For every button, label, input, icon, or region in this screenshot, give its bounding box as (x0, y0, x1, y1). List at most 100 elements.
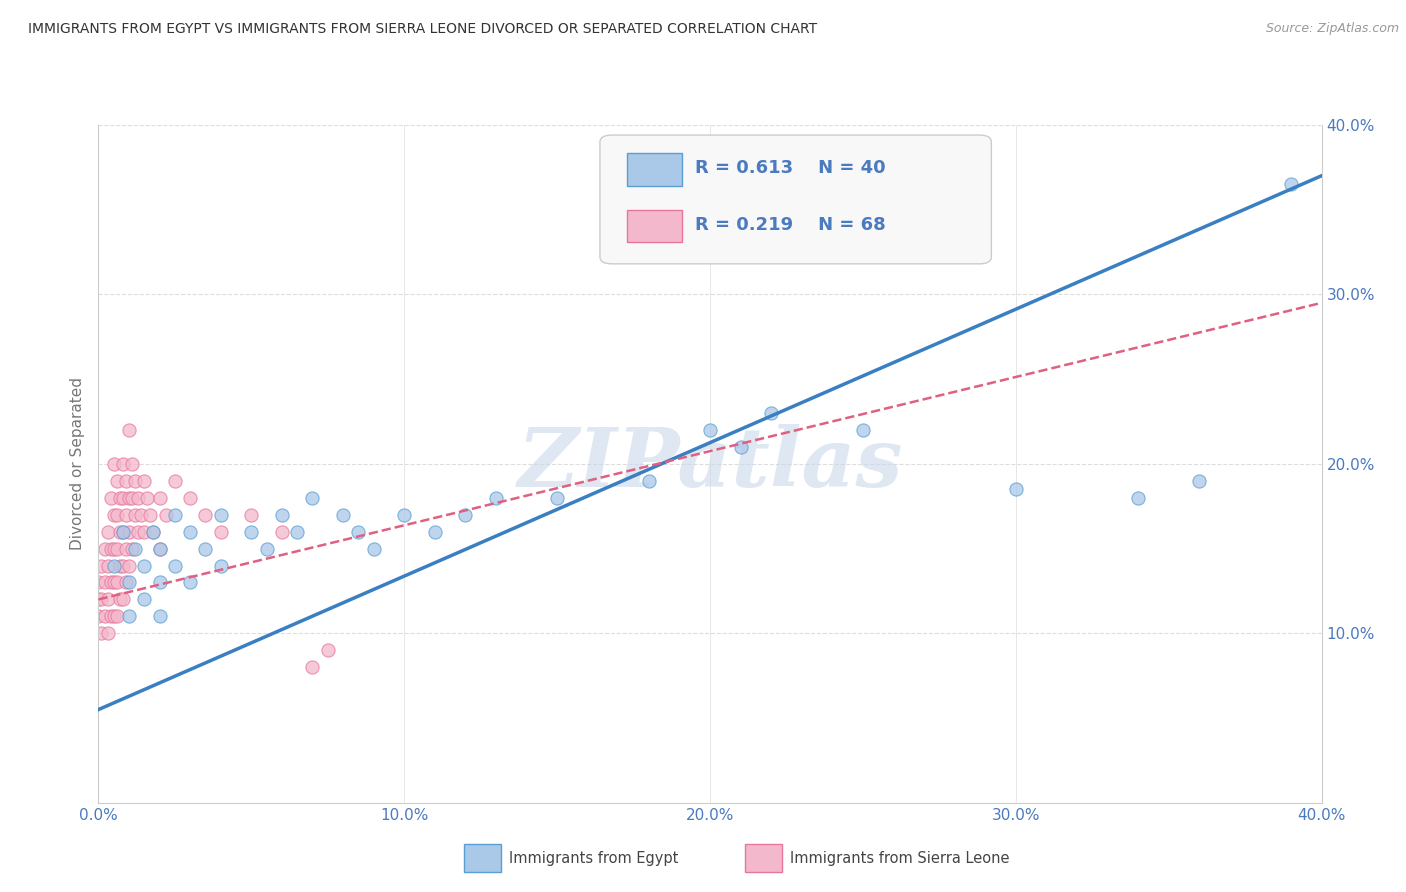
Point (103, 575, 125, 590)
Point (97, 592, 120, 607)
Point (316, 643, 339, 657)
Text: R = 0.219    N = 68: R = 0.219 N = 68 (696, 216, 886, 234)
Point (347, 524, 370, 539)
Point (97, 524, 120, 539)
Point (90, 558, 112, 573)
Point (127, 524, 149, 539)
Point (129, 508, 152, 522)
Point (134, 474, 156, 488)
Point (121, 457, 143, 471)
Point (142, 524, 165, 539)
Point (87, 575, 110, 590)
Point (103, 541, 125, 556)
Point (423, 524, 446, 539)
Point (124, 508, 146, 522)
Point (142, 524, 165, 539)
Point (1128, 491, 1150, 505)
Point (209, 508, 232, 522)
Point (240, 524, 263, 539)
FancyBboxPatch shape (600, 135, 991, 264)
Point (194, 508, 217, 522)
Point (270, 524, 292, 539)
Point (179, 524, 201, 539)
Point (392, 508, 416, 522)
Point (194, 541, 217, 556)
Y-axis label: Divorced or Separated: Divorced or Separated (69, 377, 84, 550)
Point (93, 541, 115, 556)
Point (1279, 177, 1302, 192)
Point (149, 491, 172, 505)
Point (105, 609, 128, 624)
Point (240, 508, 263, 522)
Point (118, 491, 141, 505)
Point (108, 558, 131, 573)
Text: Immigrants from Egypt: Immigrants from Egypt (509, 851, 678, 865)
Point (111, 592, 134, 607)
Point (139, 508, 162, 522)
Point (87, 609, 110, 624)
Point (454, 508, 477, 522)
Point (111, 524, 134, 539)
Point (111, 558, 134, 573)
Point (93, 575, 115, 590)
Point (149, 541, 172, 556)
Point (108, 524, 131, 539)
Point (127, 491, 149, 505)
FancyBboxPatch shape (627, 210, 682, 242)
Point (118, 575, 141, 590)
Point (100, 541, 122, 556)
Point (134, 524, 156, 539)
Point (759, 406, 782, 420)
Point (136, 491, 159, 505)
Point (209, 558, 232, 573)
Point (115, 575, 138, 590)
Point (105, 541, 128, 556)
Point (485, 491, 508, 505)
Point (121, 541, 143, 556)
Text: Immigrants from Sierra Leone: Immigrants from Sierra Leone (790, 851, 1010, 865)
Point (108, 491, 131, 505)
Point (108, 592, 131, 607)
Point (93, 609, 115, 624)
Point (163, 558, 186, 573)
Point (332, 508, 354, 522)
Point (163, 474, 186, 488)
Point (103, 558, 125, 573)
Point (103, 508, 125, 522)
Text: ZIPatlas: ZIPatlas (517, 424, 903, 504)
Point (103, 457, 125, 471)
Text: R = 0.613    N = 40: R = 0.613 N = 40 (696, 159, 886, 177)
Point (546, 491, 568, 505)
Point (100, 609, 122, 624)
Point (97, 558, 120, 573)
Point (118, 558, 141, 573)
Point (363, 541, 385, 556)
Point (118, 609, 141, 624)
Point (105, 575, 128, 590)
Point (285, 524, 308, 539)
Point (111, 524, 134, 539)
Point (121, 491, 143, 505)
Point (105, 508, 128, 522)
Point (134, 558, 156, 573)
Point (852, 423, 875, 437)
Point (209, 524, 232, 539)
Point (105, 474, 128, 488)
Text: IMMIGRANTS FROM EGYPT VS IMMIGRANTS FROM SIERRA LEONE DIVORCED OR SEPARATED CORR: IMMIGRANTS FROM EGYPT VS IMMIGRANTS FROM… (28, 22, 817, 37)
Point (115, 541, 138, 556)
Point (1188, 474, 1211, 488)
Point (100, 491, 122, 505)
Point (301, 660, 323, 674)
Point (100, 575, 122, 590)
Text: Source: ZipAtlas.com: Source: ZipAtlas.com (1265, 22, 1399, 36)
Point (124, 474, 146, 488)
Point (163, 508, 186, 522)
Point (118, 423, 141, 437)
Point (637, 474, 661, 488)
Point (115, 474, 138, 488)
Point (124, 541, 146, 556)
Point (118, 524, 141, 539)
Point (301, 491, 323, 505)
Point (97, 626, 120, 640)
Point (111, 457, 134, 471)
